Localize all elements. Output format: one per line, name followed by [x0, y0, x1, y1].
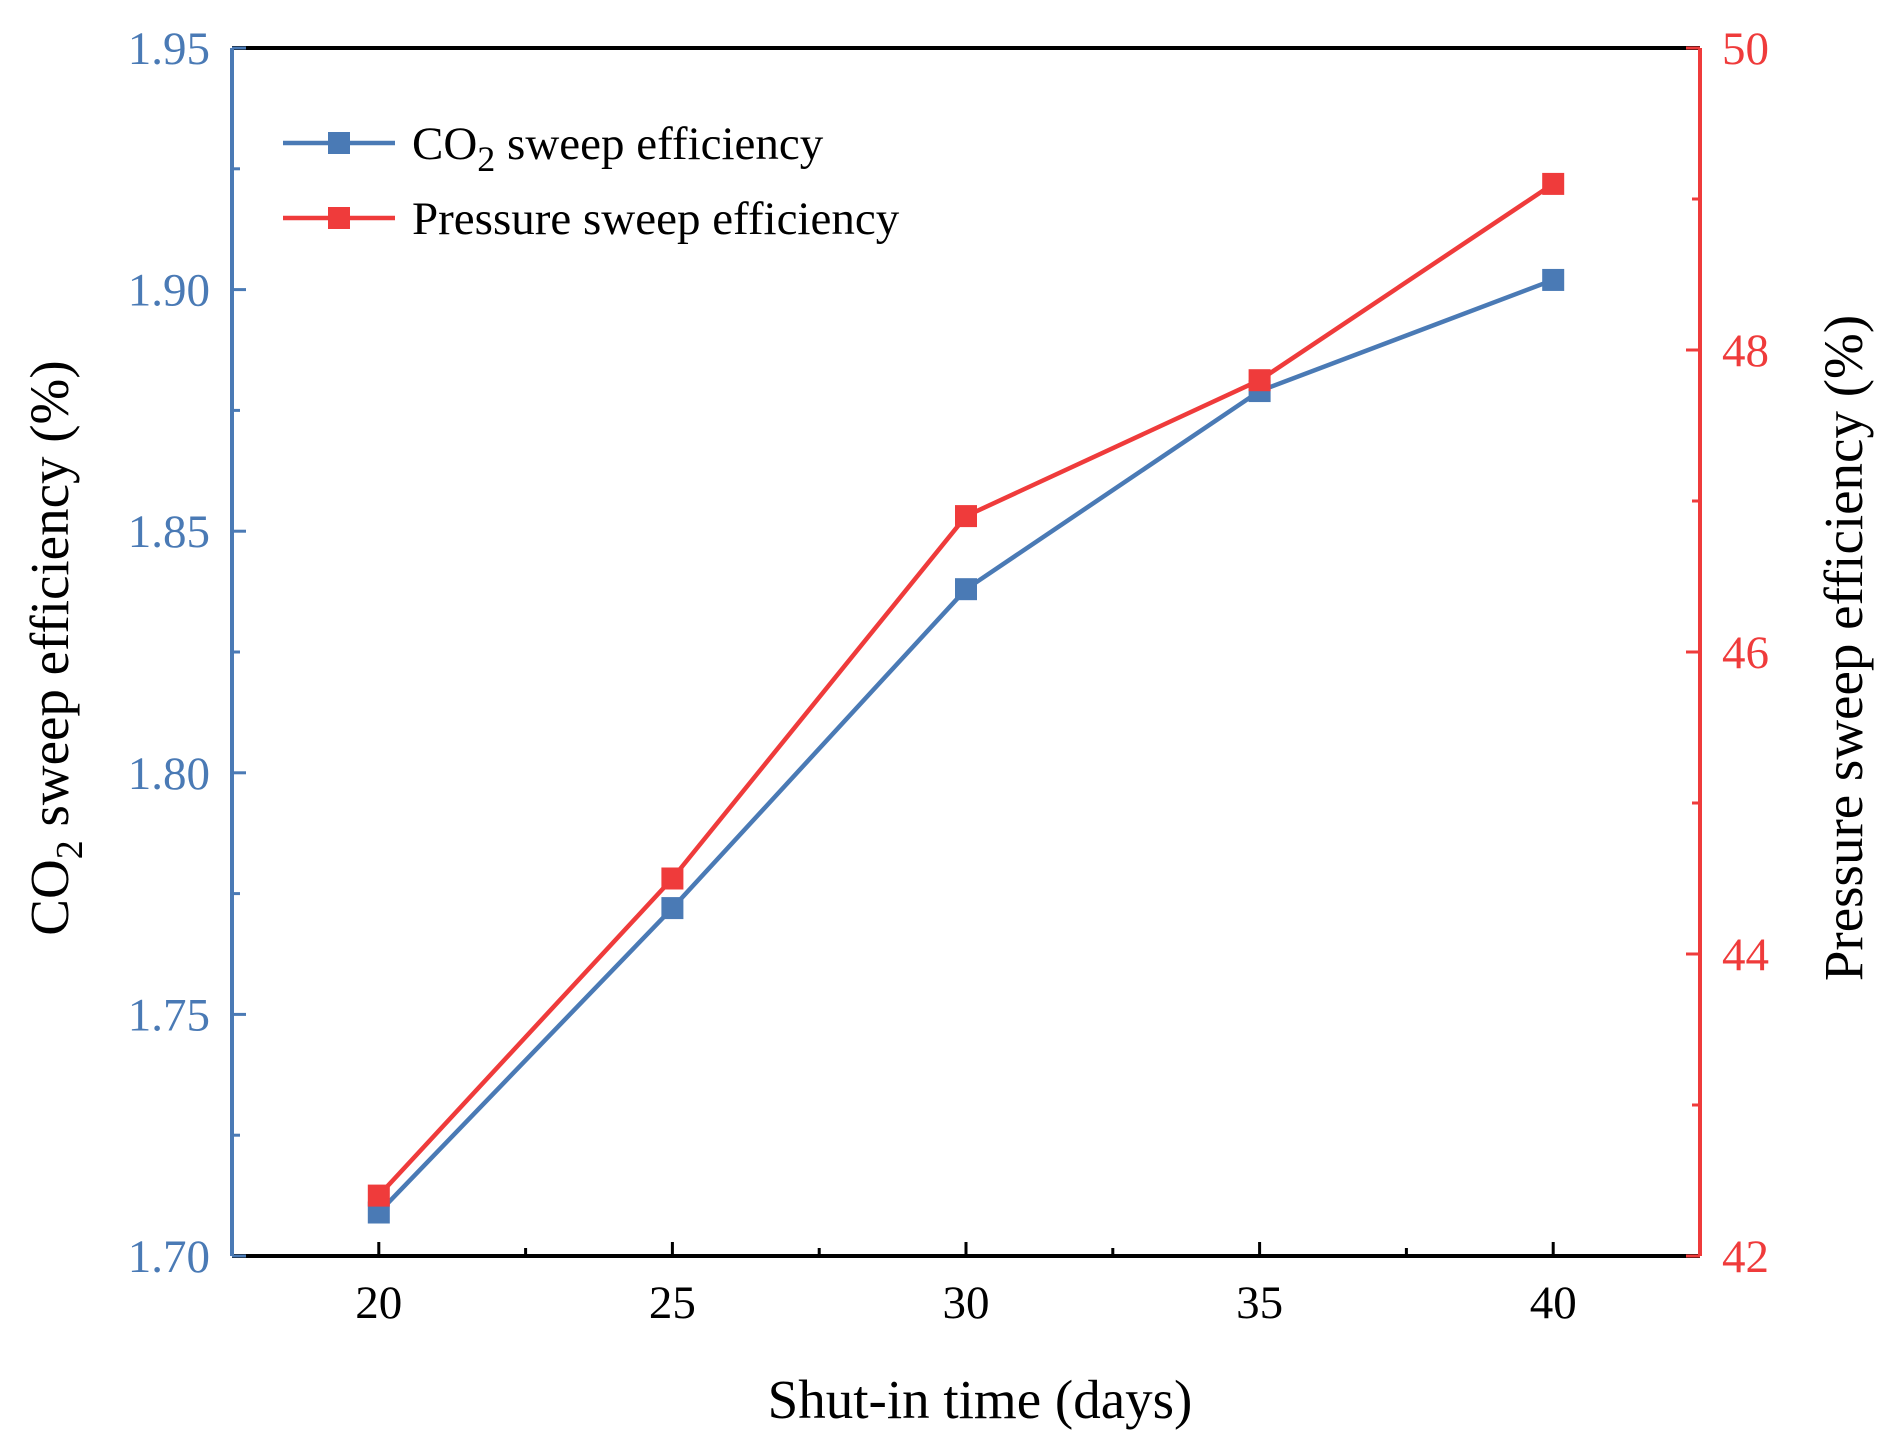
series-line-pressure [377, 182, 1555, 1198]
y-axis-left-title-subscript: 2 [49, 840, 91, 859]
data-point-pressure [955, 505, 977, 528]
series-line-co2 [377, 277, 1554, 1215]
data-point-pressure [1248, 369, 1271, 392]
x-tick-label: 40 [1530, 1277, 1577, 1329]
y-left-tick-label: 1.95 [128, 23, 210, 75]
data-point-pressure [661, 867, 684, 890]
data-point-co2 [955, 578, 977, 601]
legend: CO2 sweep efficiency Pressure sweep effi… [283, 118, 900, 245]
y-left-tick-label: 1.70 [128, 1231, 210, 1283]
data-point-pressure [367, 1184, 390, 1207]
legend-label-pressure: Pressure sweep efficiency [412, 193, 900, 245]
y-axis-left-title: CO2 sweep efficiency (%) [19, 360, 91, 935]
y-right-tick-label: 42 [1722, 1231, 1769, 1283]
x-tick-label: 35 [1236, 1277, 1283, 1329]
x-axis-title: Shut-in time (days) [768, 1369, 1193, 1430]
y-right-tick-label: 50 [1722, 23, 1769, 75]
y-left-tick-label: 1.80 [128, 748, 210, 800]
data-point-co2 [367, 1201, 390, 1224]
legend-marker-pressure [328, 207, 350, 229]
legend-label-co2: CO2 sweep efficiency [412, 118, 824, 179]
y-axis-left-title-rest: sweep efficiency (%) [19, 360, 80, 840]
x-tick-label: 25 [649, 1277, 696, 1329]
y-right-tick-label: 48 [1722, 325, 1769, 377]
series-layer [367, 172, 1565, 1224]
data-point-pressure [1542, 172, 1565, 195]
y-axis-right-title: Pressure sweep efficiency (%) [1813, 315, 1874, 981]
y-left-tick-label: 1.85 [128, 506, 210, 558]
data-point-co2 [661, 897, 684, 920]
x-tick-label: 30 [943, 1277, 990, 1329]
data-point-co2 [1542, 268, 1565, 291]
left-axis-ticks: 1.70 1.75 1.80 1.85 1.90 1.95 [128, 23, 246, 1283]
y-left-tick-label: 1.90 [128, 265, 210, 317]
legend-marker-co2 [328, 132, 350, 154]
y-axis-left-title-main: CO [19, 859, 80, 935]
x-axis-ticks: 20 25 30 35 40 [355, 1242, 1577, 1329]
x-tick-label: 20 [355, 1277, 402, 1329]
right-axis-ticks: 42 44 46 48 50 [1686, 23, 1769, 1283]
y-right-tick-label: 46 [1722, 627, 1769, 679]
y-right-tick-label: 44 [1722, 929, 1769, 981]
y-left-tick-label: 1.75 [128, 989, 210, 1041]
